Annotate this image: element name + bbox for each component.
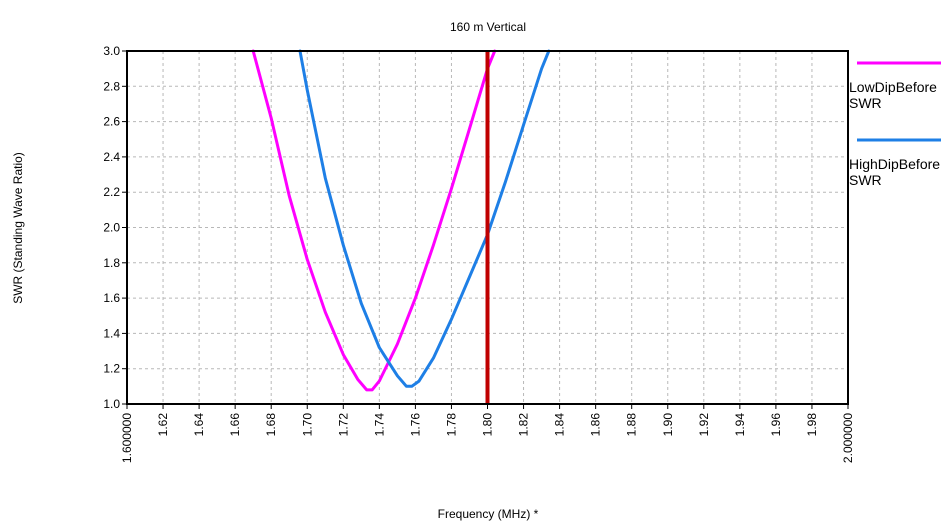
x-tick-label: 1.72 — [336, 413, 350, 437]
x-axis: 1.600000 1.62 1.64 1.66 1.68 1.70 1.72 1.74 1.76… — [120, 404, 855, 463]
y-tick-label: 1.8 — [103, 256, 120, 270]
y-tick-label: 2.4 — [103, 150, 120, 164]
x-tick-label: 1.96 — [769, 413, 783, 437]
x-tick-label: 2.000000 — [841, 413, 855, 463]
x-tick-label: 1.70 — [300, 413, 314, 437]
x-tick-label: 1.68 — [264, 413, 278, 437]
chart-title: 160 m Vertical — [450, 20, 526, 34]
y-tick-label: 3.0 — [103, 44, 120, 58]
y-tick-label: 1.6 — [103, 291, 120, 305]
x-tick-label: 1.98 — [805, 413, 819, 437]
y-axis: 1.0 1.2 1.4 1.6 1.8 2.0 2.2 2.4 2.6 2.8 3.0 — [103, 44, 127, 411]
legend-label-highdip: HighDipBefore SWR — [849, 156, 941, 188]
x-tick-label: 1.64 — [192, 413, 206, 437]
grid — [127, 51, 848, 404]
x-tick-label: 1.600000 — [120, 413, 134, 463]
x-tick-label: 1.94 — [733, 413, 747, 437]
y-tick-label: 1.2 — [103, 362, 120, 376]
y-tick-label: 2.8 — [103, 79, 120, 93]
x-tick-label: 1.82 — [517, 413, 531, 437]
y-tick-label: 2.0 — [103, 221, 120, 235]
x-tick-label: 1.80 — [481, 413, 495, 437]
series-line-0 — [251, 49, 497, 392]
series-layer — [251, 49, 551, 392]
y-tick-label: 2.6 — [103, 115, 120, 129]
x-tick-label: 1.90 — [661, 413, 675, 437]
x-tick-label: 1.92 — [697, 413, 711, 437]
x-tick-label: 1.86 — [589, 413, 603, 437]
x-tick-label: 1.66 — [228, 413, 242, 437]
legend-label-lowdip: LowDipBefore SWR — [849, 79, 937, 111]
x-tick-label: 1.78 — [444, 413, 458, 437]
y-tick-label: 1.0 — [103, 397, 120, 411]
x-tick-label: 1.62 — [156, 413, 170, 437]
y-axis-title: SWR (Standing Wave Ratio) — [11, 152, 25, 304]
legend-box — [853, 38, 948, 208]
x-tick-label: 1.74 — [372, 413, 386, 437]
x-axis-title: Frequency (MHz) * — [438, 507, 539, 521]
x-tick-label: 1.88 — [625, 413, 639, 437]
y-tick-label: 1.4 — [103, 326, 120, 340]
series-line-1 — [298, 49, 551, 388]
x-tick-label: 1.76 — [408, 413, 422, 437]
x-tick-label: 1.84 — [553, 413, 567, 437]
y-tick-label: 2.2 — [103, 185, 120, 199]
